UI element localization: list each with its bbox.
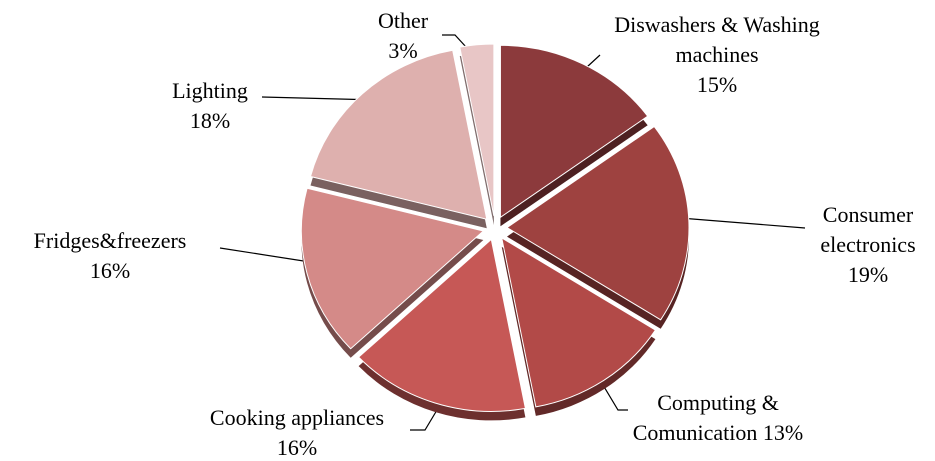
category-label: Lighting bbox=[172, 78, 248, 103]
slice bbox=[501, 236, 657, 408]
value-label: 18% bbox=[189, 108, 231, 133]
leader-line bbox=[679, 217, 806, 229]
data-label: Other 3% bbox=[353, 6, 453, 66]
category-label: Computing & Comunication bbox=[632, 390, 779, 445]
data-label: Fridges&freezers 16% bbox=[0, 226, 220, 286]
slice bbox=[506, 125, 690, 321]
value-label: 13% bbox=[762, 420, 804, 445]
slice bbox=[459, 43, 495, 217]
data-label: Consumer electronics 19% bbox=[798, 200, 935, 290]
category-label: Fridges&freezers bbox=[33, 228, 187, 253]
data-label: Computing & Comunication 13% bbox=[618, 388, 818, 448]
data-label: Diswashers & Washing machines 15% bbox=[597, 10, 837, 100]
value-label: 3% bbox=[388, 38, 418, 63]
slice bbox=[499, 44, 649, 219]
leader-line bbox=[599, 379, 628, 411]
value-label: 19% bbox=[847, 262, 889, 287]
data-label: Cooking appliances 16% bbox=[177, 403, 417, 461]
value-label: 16% bbox=[276, 435, 318, 460]
category-label: Other bbox=[377, 8, 429, 33]
slice bbox=[300, 187, 485, 350]
value-label: 16% bbox=[89, 258, 131, 283]
value-label: 15% bbox=[696, 72, 738, 97]
data-label: Lighting 18% bbox=[140, 76, 280, 136]
category-label: Diswashers & Washing machines bbox=[614, 12, 820, 67]
leader-line bbox=[219, 247, 311, 263]
slice bbox=[357, 238, 526, 412]
category-label: Cooking appliances bbox=[209, 405, 385, 430]
slice bbox=[309, 49, 488, 220]
category-label: Consumer electronics bbox=[820, 202, 916, 257]
slices bbox=[300, 43, 690, 421]
leader-line bbox=[410, 404, 441, 431]
